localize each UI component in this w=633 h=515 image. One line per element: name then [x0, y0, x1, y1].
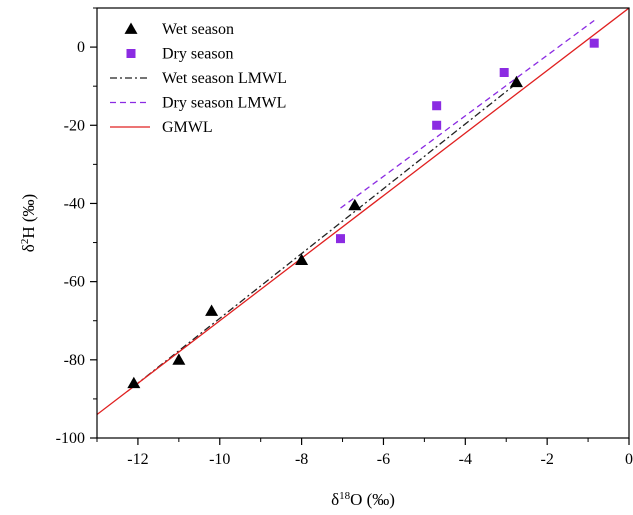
dry-season-point	[499, 68, 509, 77]
legend-label-wet-season: Wet season	[162, 21, 234, 38]
dry-season-point	[432, 120, 442, 130]
legend-label-wet-season-lmwl: Wet season LMWL	[162, 70, 287, 87]
series-lines	[97, 8, 629, 416]
x-axis-label: δ18O (‰)	[331, 490, 395, 509]
x-tick-label: 0	[625, 451, 633, 468]
legend-marker-dry-season	[126, 49, 136, 58]
y-axis-label: δ2H (‰)	[19, 194, 38, 252]
plot-frame	[96, 7, 630, 439]
axis-ticks: -12 -10 -8 -6 -4 -2 0-100-80-60-40-200	[56, 7, 633, 468]
dry-season-point	[335, 234, 345, 244]
dry-season-point	[589, 38, 599, 48]
y-tick-label: -60	[64, 274, 85, 291]
wet-season-point	[205, 304, 219, 316]
y-tick-label: -40	[64, 195, 85, 212]
x-tick-label: -2	[540, 451, 553, 468]
dry-season-point	[432, 101, 442, 111]
y-tick-label: 0	[77, 39, 85, 56]
legend: Wet season Dry season Wet season LMWL Dry s…	[110, 21, 287, 136]
legend-marker-wet-season	[124, 22, 138, 34]
series-line-wet-season-lmwl	[133, 82, 517, 387]
legend-label-dry-season-lmwl: Dry season LMWL	[162, 95, 286, 112]
x-tick-label: -10	[209, 451, 230, 468]
x-tick-label: -4	[459, 451, 472, 468]
x-tick-label: -12	[127, 451, 148, 468]
y-tick-label: -80	[64, 352, 85, 369]
series-line-gmwl	[97, 8, 629, 416]
wet-season-point	[295, 253, 309, 266]
y-tick-label: -100	[56, 430, 85, 447]
wet-season-point	[127, 376, 141, 389]
x-tick-label: -6	[377, 451, 390, 468]
y-tick-label: -20	[64, 117, 85, 134]
wet-season-point	[509, 75, 523, 88]
wet-season-point	[172, 353, 186, 365]
series-points	[127, 38, 599, 389]
x-tick-label: -8	[295, 451, 308, 468]
series-line-dry-season-lmwl	[340, 19, 595, 209]
legend-label-gmwl: GMWL	[162, 119, 213, 136]
legend-label-dry-season: Dry season	[162, 46, 234, 63]
wet-season-point	[348, 198, 362, 211]
